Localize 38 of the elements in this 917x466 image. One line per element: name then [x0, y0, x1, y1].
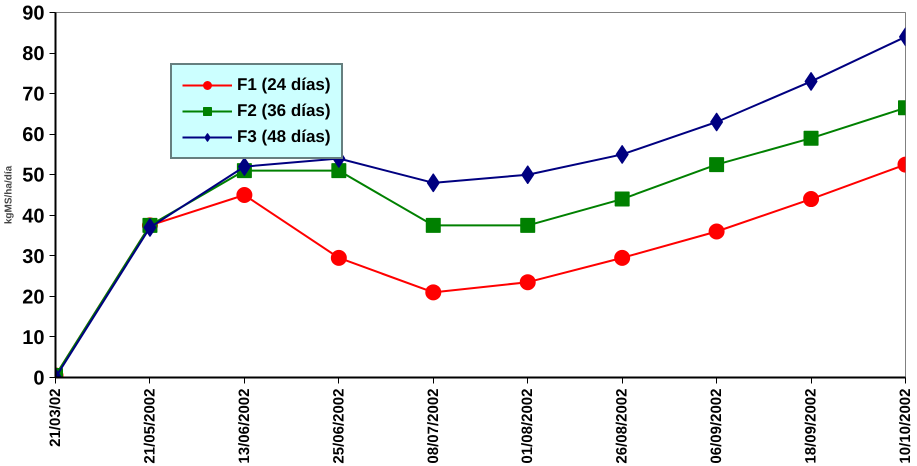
y-axis-title: kgMS/ha/día: [3, 165, 14, 224]
point: [614, 250, 630, 266]
y-tick-label: 70: [22, 84, 45, 106]
x-tick-label: 06/09/2002: [708, 388, 726, 464]
point: [520, 218, 536, 233]
point: [804, 130, 819, 146]
point: [710, 112, 724, 132]
y-tick-label: 20: [22, 286, 45, 308]
point: [803, 191, 820, 208]
y-tick-label: 0: [33, 368, 44, 390]
point: [425, 284, 442, 300]
x-tick-label: 13/06/2002: [236, 388, 253, 464]
x-tick-label: 01/08/2002: [519, 388, 536, 464]
point: [709, 157, 724, 172]
point: [614, 192, 630, 207]
y-tick-label: 50: [22, 164, 45, 187]
x-tick-label: 21/03/02: [47, 388, 64, 447]
point: [330, 250, 347, 266]
legend-label: F1 (24 días): [237, 75, 331, 95]
x-tick-label: 18/09/2002: [802, 388, 820, 464]
legend-label: F2 (36 días): [237, 101, 331, 121]
point: [708, 224, 725, 240]
point: [426, 218, 441, 233]
y-tick-label: 10: [22, 326, 45, 349]
point: [236, 187, 252, 203]
point: [331, 163, 346, 178]
legend-label: F3 (48 días): [237, 127, 331, 147]
y-tick-label: 80: [22, 43, 45, 66]
point: [520, 274, 536, 290]
x-tick-label: 21/05/2002: [141, 388, 158, 464]
x-tick-label: 25/06/2002: [330, 388, 348, 464]
x-tick-label: 08/07/2002: [424, 388, 442, 464]
x-tick-label: 26/08/2002: [614, 388, 631, 464]
y-tick-label: 60: [22, 124, 45, 146]
y-tick-label: 90: [22, 2, 45, 24]
y-tick-label: 40: [22, 205, 45, 228]
y-tick-label: 30: [22, 246, 45, 268]
x-tick-label: 10/10/2002: [897, 388, 914, 464]
